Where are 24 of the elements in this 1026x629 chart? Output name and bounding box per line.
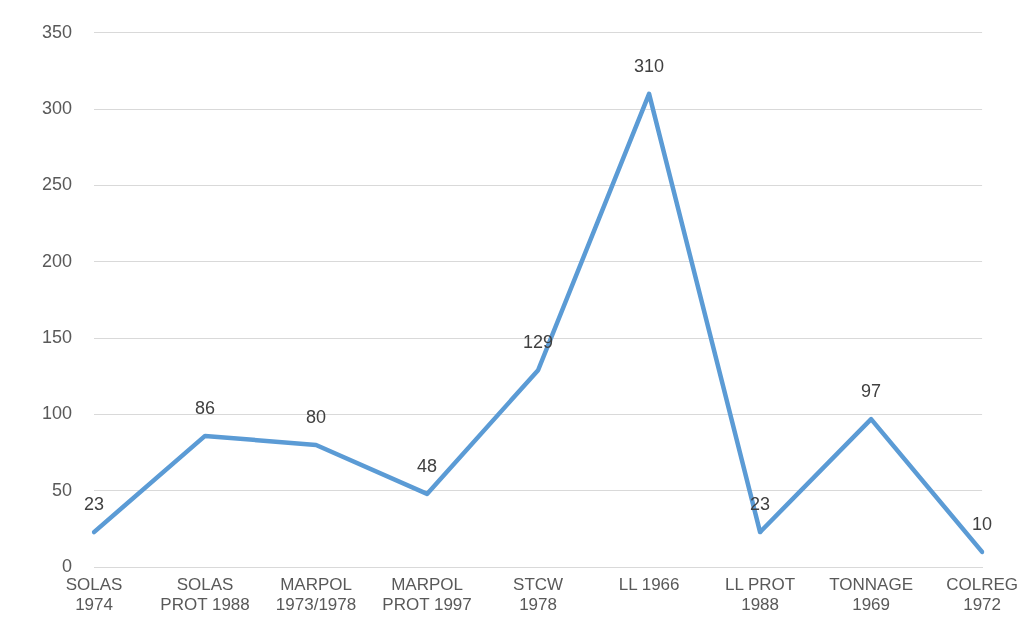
data-label: 48 [417,455,438,476]
data-label: 10 [972,513,993,534]
data-label: 86 [195,397,216,418]
data-label: 23 [84,494,105,515]
data-label: 310 [634,55,665,76]
y-tick-label: 100 [41,403,73,424]
y-tick-label: 300 [41,98,73,119]
data-label: 97 [861,381,882,402]
y-tick-label: 250 [41,174,73,195]
y-tick-label: 350 [41,21,73,42]
x-tick-label: MARPOL 1973/1978 [275,575,357,615]
x-tick-label: SOLAS PROT 1988 [160,575,250,615]
y-tick-label: 50 [52,479,73,500]
x-tick-label: MARPOL PROT 1997 [382,575,472,615]
y-tick-label: 200 [41,250,73,271]
x-tick-label: TONNAGE 1969 [829,575,913,615]
x-tick-label: STCW 1978 [513,575,564,615]
x-tick-label: SOLAS 1974 [65,575,123,615]
x-tick-label: LL PROT 1988 [724,575,796,615]
y-tick-label: 150 [41,327,73,348]
x-tick-label: COLREG 1972 [946,575,1018,615]
y-tick-label: 0 [62,556,73,577]
x-tick-label: LL 1966 [618,575,680,595]
data-label: 80 [306,407,327,428]
